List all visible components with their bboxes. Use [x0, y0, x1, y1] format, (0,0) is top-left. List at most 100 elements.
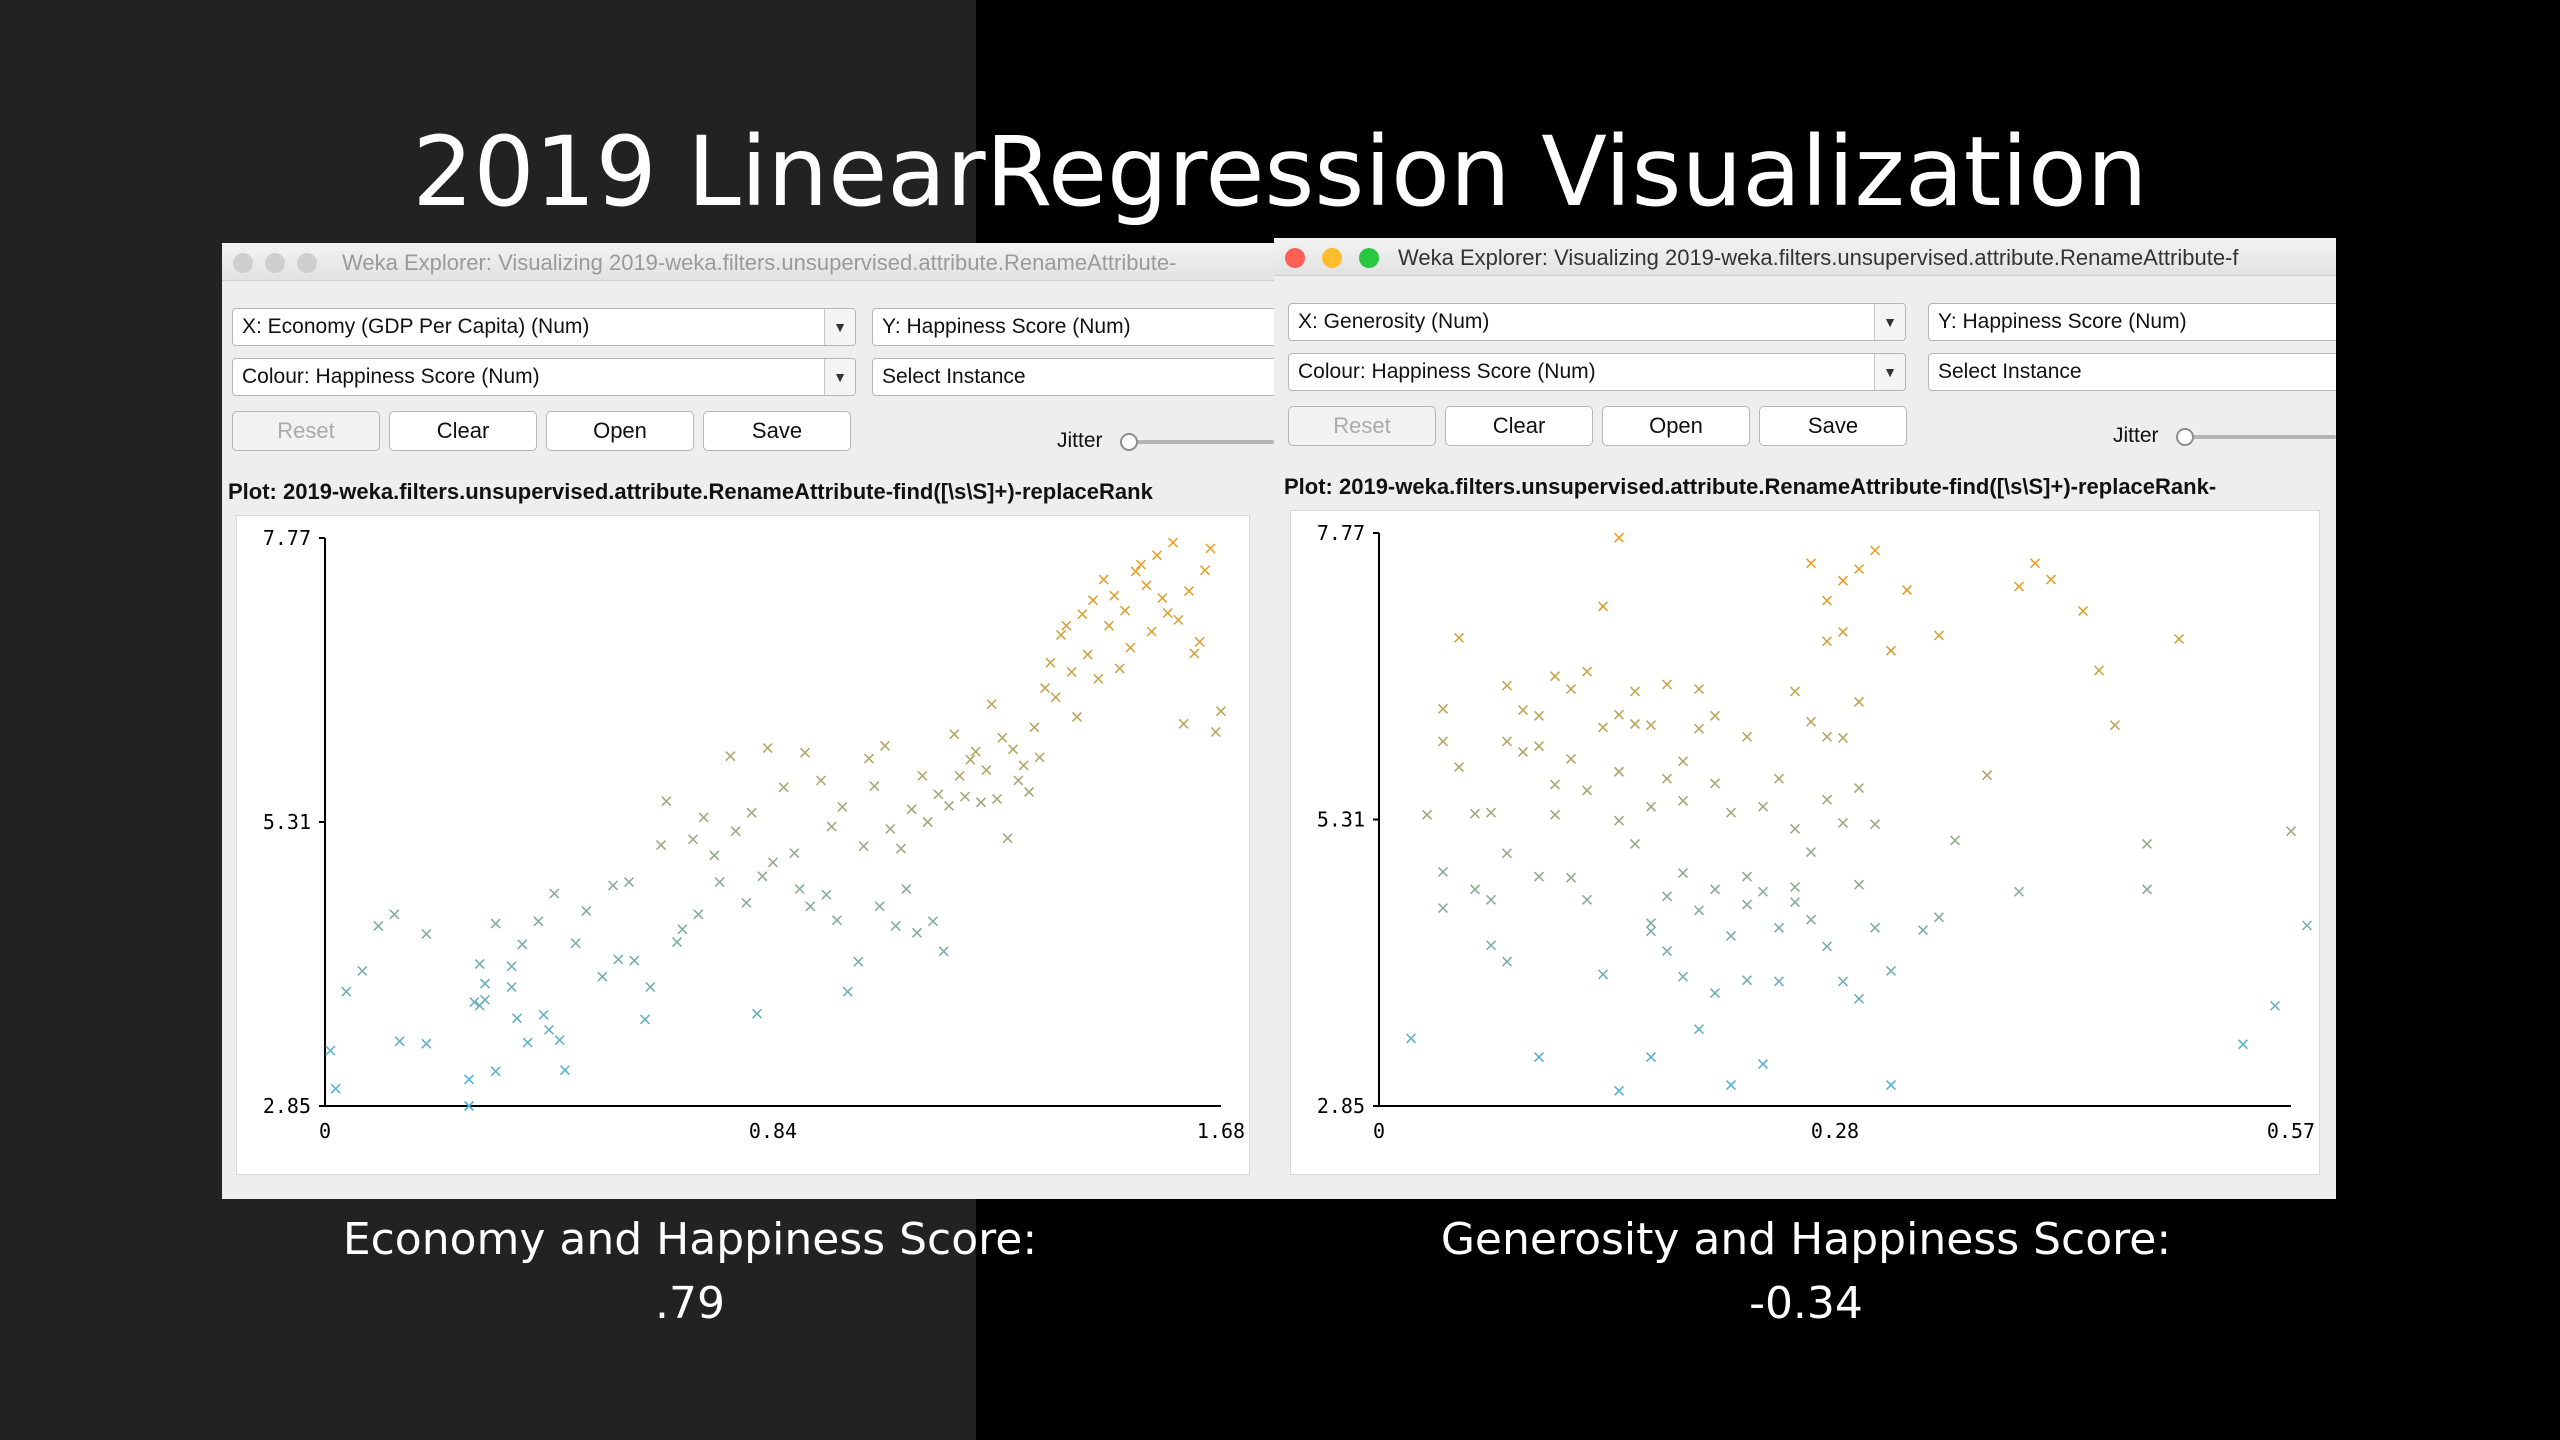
data-point[interactable]: [623, 876, 635, 888]
data-point[interactable]: [1199, 565, 1211, 576]
data-point[interactable]: [490, 918, 501, 929]
data-point[interactable]: [1773, 922, 1785, 933]
data-point[interactable]: [831, 915, 843, 926]
data-point[interactable]: [709, 850, 720, 861]
data-point[interactable]: [1805, 914, 1817, 925]
data-point[interactable]: [853, 956, 864, 967]
data-point[interactable]: [1061, 620, 1072, 631]
data-point[interactable]: [1757, 1059, 1769, 1070]
data-point[interactable]: [1437, 703, 1449, 714]
data-point[interactable]: [1135, 559, 1147, 570]
data-point[interactable]: [517, 939, 528, 950]
open-button[interactable]: Open: [1602, 406, 1750, 446]
data-point[interactable]: [554, 1035, 565, 1046]
data-point[interactable]: [1725, 1079, 1737, 1091]
data-point[interactable]: [1533, 871, 1545, 882]
data-point[interactable]: [863, 753, 875, 764]
data-point[interactable]: [597, 971, 608, 982]
data-point[interactable]: [1437, 736, 1449, 747]
data-point[interactable]: [895, 843, 907, 854]
data-point[interactable]: [1869, 819, 1881, 830]
data-point[interactable]: [789, 848, 800, 859]
data-point[interactable]: [1757, 801, 1769, 812]
data-point[interactable]: [837, 801, 848, 813]
data-point[interactable]: [805, 901, 816, 912]
data-point[interactable]: [741, 897, 752, 908]
data-point[interactable]: [1485, 940, 1497, 951]
data-point[interactable]: [1162, 607, 1173, 619]
zoom-window-icon[interactable]: [1359, 248, 1379, 268]
select-instance-select[interactable]: Select Instance: [872, 358, 1274, 396]
data-point[interactable]: [1789, 881, 1801, 893]
data-point[interactable]: [1055, 629, 1067, 641]
jitter-slider-track[interactable]: [1122, 440, 1274, 444]
data-point[interactable]: [506, 961, 517, 972]
data-point[interactable]: [559, 1065, 571, 1076]
data-point[interactable]: [341, 986, 352, 997]
data-point[interactable]: [1885, 1079, 1897, 1091]
data-point[interactable]: [698, 812, 709, 823]
scatter-plot-area[interactable]: 7.77 5.31 2.85 0 0.28 0.57: [1290, 510, 2320, 1175]
data-point[interactable]: [1645, 801, 1657, 812]
data-point[interactable]: [1018, 760, 1029, 771]
data-point[interactable]: [1677, 868, 1689, 879]
data-point[interactable]: [1581, 666, 1593, 677]
data-point[interactable]: [1565, 872, 1577, 883]
data-point[interactable]: [1485, 807, 1497, 818]
data-point[interactable]: [1917, 925, 1929, 936]
y-axis-select[interactable]: Y: Happiness Score (Num): [1928, 303, 2336, 341]
jitter-slider-handle[interactable]: [2176, 428, 2194, 446]
data-point[interactable]: [1045, 657, 1056, 668]
data-point[interactable]: [639, 1014, 651, 1025]
x-axis-select[interactable]: X: Economy (GDP Per Capita) (Num) ▼: [232, 308, 856, 346]
data-point[interactable]: [1013, 775, 1024, 786]
data-point[interactable]: [1517, 704, 1529, 716]
data-point[interactable]: [655, 840, 667, 851]
data-point[interactable]: [1709, 987, 1721, 999]
data-point[interactable]: [821, 889, 832, 900]
data-point[interactable]: [1661, 891, 1673, 902]
data-point[interactable]: [1173, 614, 1184, 626]
data-point[interactable]: [1007, 744, 1019, 755]
data-point[interactable]: [1661, 679, 1673, 690]
data-point[interactable]: [1453, 762, 1465, 773]
data-point[interactable]: [927, 916, 939, 927]
data-point[interactable]: [826, 821, 837, 832]
data-point[interactable]: [874, 901, 885, 912]
jitter-slider-track[interactable]: [2178, 435, 2336, 439]
data-point[interactable]: [607, 880, 619, 891]
data-point[interactable]: [1501, 736, 1513, 747]
data-point[interactable]: [1205, 543, 1216, 554]
data-point[interactable]: [1002, 833, 1013, 844]
data-point[interactable]: [469, 997, 480, 1008]
data-point[interactable]: [2077, 605, 2089, 617]
data-point[interactable]: [549, 888, 560, 899]
data-point[interactable]: [986, 699, 997, 710]
data-point[interactable]: [1645, 926, 1657, 937]
data-point[interactable]: [1469, 884, 1481, 895]
data-point[interactable]: [421, 928, 432, 940]
data-point[interactable]: [1533, 710, 1545, 721]
data-point[interactable]: [933, 789, 944, 800]
data-point[interactable]: [949, 729, 960, 740]
data-point[interactable]: [1469, 808, 1481, 819]
data-point[interactable]: [2045, 574, 2057, 585]
data-point[interactable]: [1933, 912, 1945, 923]
data-point[interactable]: [693, 909, 704, 920]
data-point[interactable]: [671, 936, 683, 948]
data-point[interactable]: [922, 816, 933, 828]
data-point[interactable]: [1501, 848, 1513, 859]
data-point[interactable]: [1167, 537, 1179, 548]
save-button[interactable]: Save: [703, 411, 851, 451]
data-point[interactable]: [975, 797, 987, 808]
reset-button[interactable]: Reset: [1288, 406, 1436, 446]
data-point[interactable]: [1533, 1052, 1545, 1063]
data-point[interactable]: [1437, 866, 1449, 877]
data-point[interactable]: [1613, 709, 1625, 720]
data-point[interactable]: [1130, 566, 1141, 577]
data-point[interactable]: [1501, 956, 1513, 967]
data-point[interactable]: [1757, 886, 1769, 897]
scatter-plot-area[interactable]: 7.77 5.31 2.85 0 0.84 1.68: [236, 515, 1250, 1175]
data-point[interactable]: [1098, 574, 1109, 585]
data-point[interactable]: [1597, 601, 1609, 612]
